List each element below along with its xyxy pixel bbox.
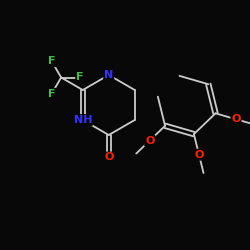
Text: NH: NH [74,115,92,125]
Text: O: O [194,150,204,160]
Text: F: F [48,89,56,99]
Text: O: O [145,136,154,145]
Text: O: O [231,114,240,124]
Text: N: N [104,70,113,80]
Text: F: F [48,56,56,66]
Text: F: F [76,72,84,83]
Text: O: O [104,152,114,162]
